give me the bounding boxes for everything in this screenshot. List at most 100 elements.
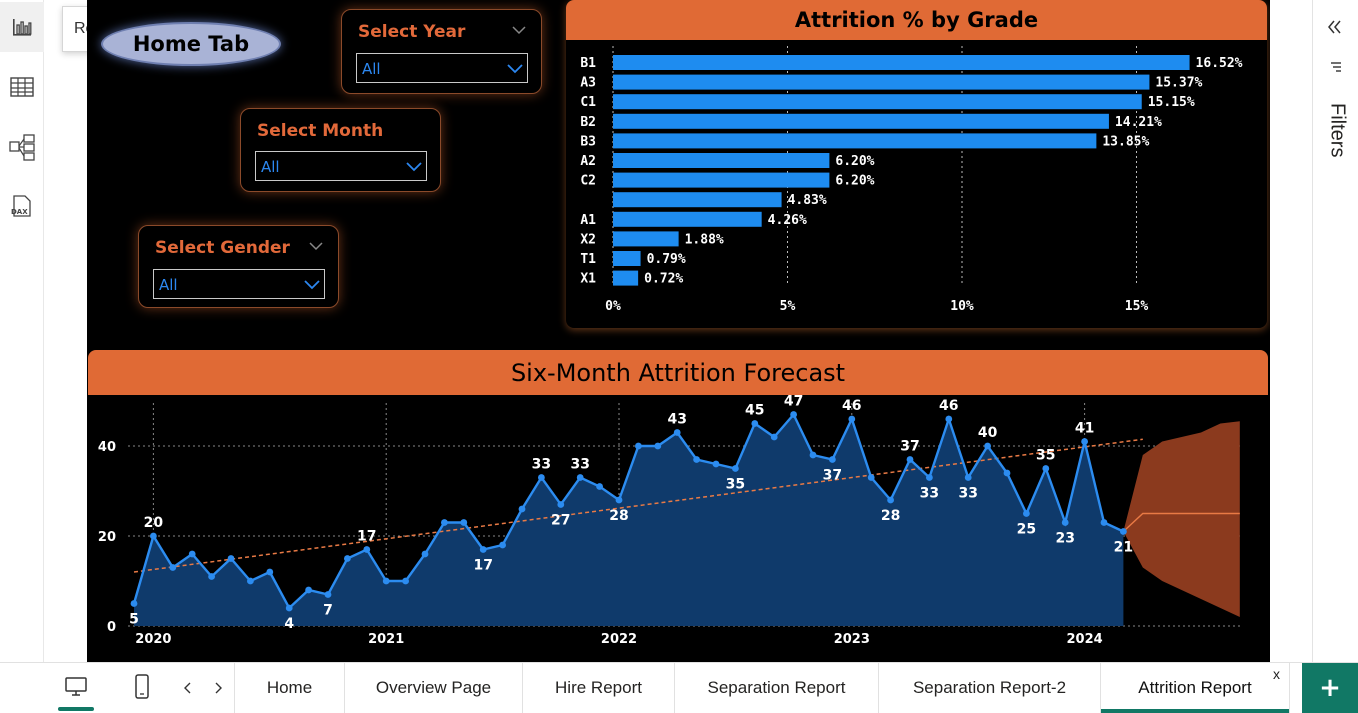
data-point [479,546,487,553]
filters-label[interactable]: Filters [1326,102,1349,158]
svg-text:DAX: DAX [11,208,28,216]
data-point [848,415,856,423]
category-label: A2 [580,154,596,169]
previous-page-button[interactable] [178,678,196,698]
tab-separation-report-2[interactable]: Separation Report-2 [878,663,1100,713]
data-label: 21 [1114,540,1133,556]
tab-overview-page[interactable]: Overview Page [344,663,522,713]
data-label: 6.20% [835,174,874,189]
data-label: 7 [323,603,333,619]
data-label: 15.37% [1155,76,1202,91]
collapse-double-chevron-icon[interactable] [1327,20,1343,34]
model-view-button[interactable] [0,122,44,172]
data-point [770,433,778,441]
y-tick-label: 20 [98,530,116,545]
home-tab-button[interactable]: Home Tab [101,22,281,66]
page-tabs-bar: Home Overview Page Hire Report Separatio… [0,662,1358,713]
data-label: 37 [823,468,842,484]
bar-A3 [613,74,1150,90]
data-point [809,451,817,459]
table-view-button[interactable] [0,62,44,112]
close-tab-button[interactable]: x [1273,666,1280,682]
data-point [188,550,196,558]
data-point [732,465,739,472]
category-label: B2 [580,115,596,130]
y-tick-label: 0 [107,620,116,635]
data-label: 17 [473,558,492,574]
data-point [1023,510,1030,517]
next-page-button[interactable] [210,678,228,698]
attrition-by-grade-panel: Attrition % by Grade 0% 5% 10% 15% B1 16.52% A… [566,0,1267,328]
tab-hire-report[interactable]: Hire Report [522,663,674,713]
data-point [576,474,584,481]
data-label: 35 [726,477,745,493]
dax-query-view-button[interactable]: DAX [0,182,44,232]
tab-separation-report[interactable]: Separation Report [674,663,878,713]
view-rail: DAX [0,0,44,662]
data-point [247,577,254,585]
y-tick-label: 40 [98,440,116,455]
data-point [906,456,914,463]
category-label: X2 [580,232,596,247]
data-label: 28 [881,508,900,524]
data-label: 15.15% [1148,95,1195,110]
data-label: 46 [939,398,958,414]
x-tick-label: 2024 [1067,632,1103,647]
chevron-down-icon[interactable] [309,242,323,251]
category-label: A1 [580,213,596,228]
gender-slicer: Select Gender All [138,225,339,308]
data-point [887,496,894,504]
tab-attrition-report[interactable]: Attrition Report [1100,663,1290,713]
data-point [344,555,351,562]
data-point [654,442,662,450]
data-point [169,564,177,571]
x-tick-label: 2023 [834,632,870,647]
mobile-layout-button[interactable] [126,663,158,711]
data-label: 41 [1075,421,1094,437]
bar-A2 [613,153,830,168]
add-page-button[interactable]: + [1302,663,1358,713]
year-dropdown[interactable]: All [356,53,528,83]
bar-X2 [613,231,679,247]
x-tick-label: 10% [950,299,974,314]
dropdown-chevron-icon [304,280,320,290]
data-point [1003,469,1011,477]
data-label: 14.21% [1115,115,1162,130]
gender-dropdown[interactable]: All [153,269,325,299]
gender-dropdown-value: All [159,276,178,294]
desktop-layout-button[interactable] [58,663,94,711]
category-label: C2 [580,174,596,189]
desktop-layout-underline [58,707,94,711]
data-label: 13.85% [1102,134,1149,149]
tab-home[interactable]: Home [234,663,344,713]
year-dropdown-value: All [362,60,381,78]
forecast-panel: Six-Month Attrition Forecast 0 20 40 2020 20… [88,350,1268,662]
category-label: A3 [580,76,596,91]
month-dropdown-value: All [261,158,280,176]
data-label: 1.88% [685,232,724,247]
x-tick-label: 15% [1125,299,1149,314]
data-point [712,460,720,468]
gender-slicer-title: Select Gender [155,238,290,258]
data-label: 6.20% [835,154,874,169]
month-dropdown[interactable]: All [255,151,427,181]
desktop-icon [65,677,87,696]
data-label: 25 [1017,522,1036,538]
data-label: 23 [1055,531,1074,547]
data-label: 28 [609,508,628,524]
data-point [285,604,293,612]
dropdown-chevron-icon [507,64,523,74]
chevron-down-icon[interactable] [512,26,526,35]
add-page-label: + [1319,673,1341,703]
data-label: 4 [284,616,294,632]
data-point [208,573,215,580]
data-label: 33 [958,486,977,502]
report-view-button[interactable] [0,2,44,52]
data-label: 35 [1036,448,1055,464]
data-point [751,420,759,427]
data-label: 16.52% [1196,56,1243,71]
data-label: 46 [842,398,861,414]
bar-A1 [613,211,762,227]
category-label: B3 [580,134,596,149]
data-point [964,474,972,481]
